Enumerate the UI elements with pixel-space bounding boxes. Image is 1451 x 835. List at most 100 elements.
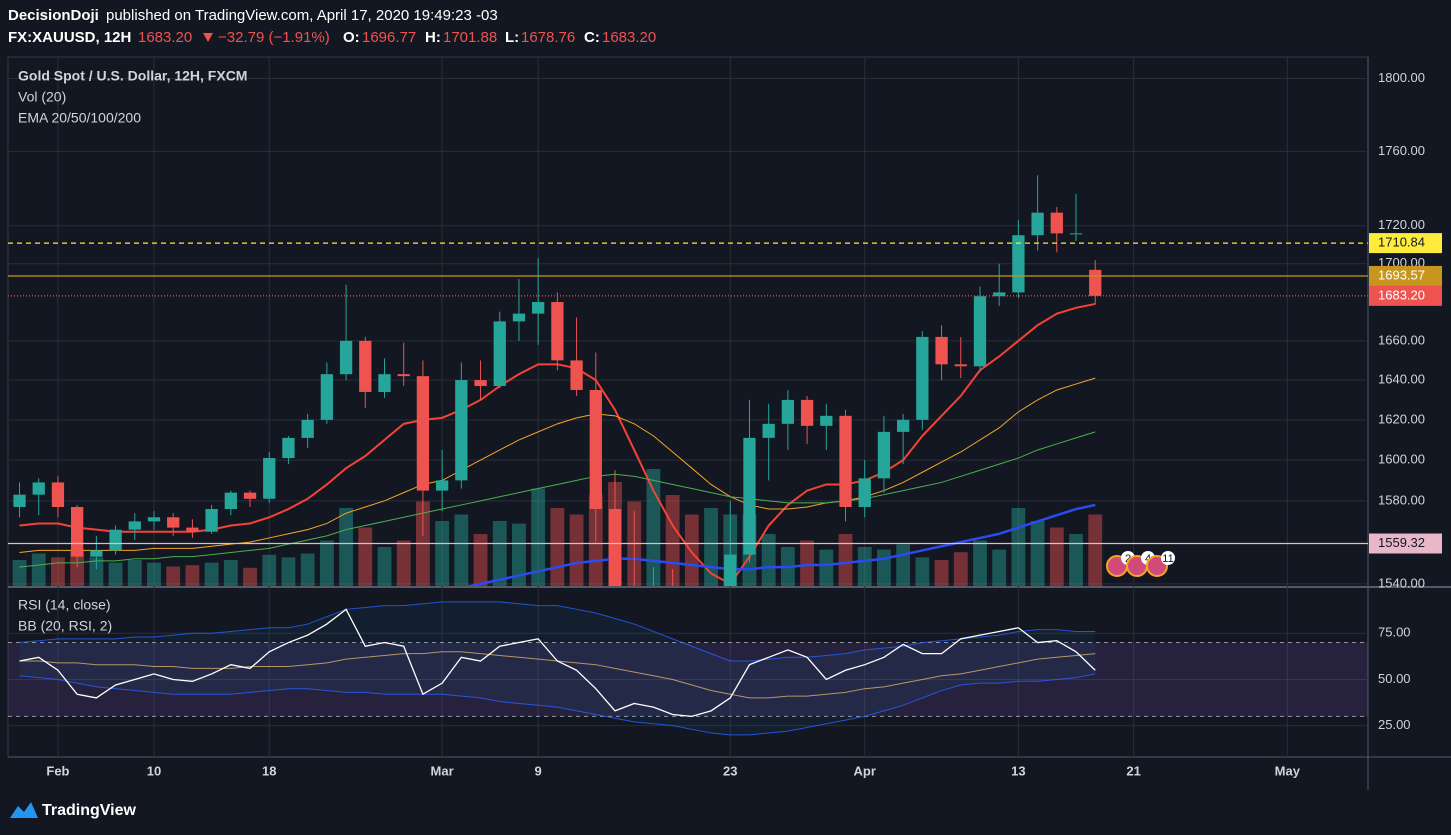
volume-bar	[934, 560, 949, 586]
candle-body	[416, 376, 430, 491]
candle-body	[935, 336, 948, 365]
y-tick-label: 1620.00	[1378, 411, 1425, 426]
candle-body	[820, 415, 833, 426]
bb-title: BB (20, RSI, 2)	[18, 618, 112, 634]
ohlc-value: 1701.88	[443, 29, 497, 46]
candle-body	[896, 419, 910, 432]
y-tick-label: 1660.00	[1378, 332, 1425, 347]
volume-bar	[51, 557, 65, 586]
candle-body	[378, 374, 391, 392]
candle-body	[205, 509, 218, 532]
event-count: 4	[1145, 553, 1151, 565]
y-tick-label: 1540.00	[1378, 575, 1425, 590]
volume-bar	[377, 547, 392, 586]
candle-body	[512, 313, 526, 322]
volume-bar	[31, 553, 46, 586]
volume-bar	[953, 552, 968, 586]
volume-bar	[512, 523, 526, 586]
candle-body	[435, 480, 449, 491]
volume-bar	[454, 514, 469, 586]
ohlc-label: C:	[584, 29, 600, 46]
x-tick-label: 10	[147, 763, 161, 778]
candle-body	[916, 336, 929, 420]
volume-bar	[396, 540, 411, 586]
y-tick-label: 1720.00	[1378, 217, 1425, 232]
y-tick-label: 1640.00	[1378, 372, 1425, 387]
rsi-tick-label: 25.00	[1378, 717, 1411, 732]
price-level-tag	[1369, 233, 1442, 254]
candle-body	[570, 360, 583, 390]
price-level-label: 1710.84	[1378, 235, 1425, 250]
ohlc-value: 1683.20	[602, 29, 656, 46]
candle-body	[90, 550, 103, 557]
candle-body	[608, 509, 622, 586]
rsi-title: RSI (14, close)	[18, 597, 111, 613]
candle-body	[339, 340, 353, 375]
candle-body	[455, 380, 468, 481]
event-count: 11	[1162, 553, 1173, 565]
x-tick-label: May	[1275, 763, 1301, 778]
volume-bar	[281, 557, 296, 586]
change: −32.79 (−1.91%)	[218, 29, 330, 46]
candle-body	[781, 399, 795, 424]
volume-bar	[569, 514, 584, 586]
volume-title: Vol (20)	[18, 89, 66, 105]
price-level-label: 1683.20	[1378, 287, 1425, 302]
ohlc-value: 1678.76	[521, 29, 575, 46]
candle-body	[282, 437, 295, 459]
candle-body	[743, 437, 756, 555]
volume-bar	[319, 540, 334, 586]
candle-body	[263, 458, 276, 499]
volume-bar	[1011, 508, 1026, 586]
footer-brand: TradingView	[42, 802, 137, 819]
candle-body	[973, 296, 987, 367]
footer-logo	[10, 802, 38, 818]
x-tick-label: 18	[262, 763, 276, 778]
volume-bar	[435, 521, 450, 586]
candle-body	[397, 374, 410, 377]
x-tick-label: 9	[535, 763, 542, 778]
volume-bar	[166, 566, 181, 586]
candle-body	[109, 529, 122, 551]
symbol: FX:XAUUSD, 12H	[8, 29, 131, 46]
event-count-bg	[1161, 551, 1175, 565]
candle-body	[800, 399, 814, 426]
down-arrow	[203, 33, 213, 42]
volume-bar	[262, 554, 277, 586]
candle-body	[474, 380, 487, 387]
candle-body	[51, 482, 65, 507]
ema-line	[19, 431, 1096, 568]
volume-bar	[973, 540, 987, 586]
volume-bar	[204, 562, 219, 586]
candle-body	[839, 415, 852, 507]
rsi-tick-label: 50.00	[1378, 671, 1411, 686]
volume-bar	[70, 549, 85, 586]
volume-bar	[550, 508, 565, 586]
ohlc-label: L:	[505, 29, 519, 46]
candle-body	[147, 517, 161, 522]
candle-body	[32, 482, 45, 495]
volume-bar	[358, 527, 373, 586]
bb-line	[19, 673, 1096, 736]
ohlc-value: 1696.77	[362, 29, 416, 46]
logo-shape	[10, 802, 38, 818]
candle-body	[186, 527, 199, 532]
candle-body	[993, 292, 1006, 297]
volume-bar	[12, 560, 27, 586]
ohlc-label: O:	[343, 29, 360, 46]
volume-bar	[761, 534, 776, 586]
ohlc-label: H:	[425, 29, 441, 46]
rsi-tick-label: 75.00	[1378, 625, 1411, 640]
volume-bar	[800, 540, 815, 586]
candle-body	[128, 521, 141, 530]
candle-body	[589, 389, 602, 510]
author: DecisionDoji	[8, 7, 99, 24]
candle-body	[1012, 235, 1025, 293]
y-tick-label: 1580.00	[1378, 492, 1425, 507]
x-tick-label: Mar	[431, 763, 454, 778]
candle-body	[13, 494, 26, 507]
volume-bar	[896, 544, 911, 586]
volume-bar	[992, 549, 1007, 586]
candle-body	[762, 423, 775, 438]
candle-body	[167, 517, 180, 528]
